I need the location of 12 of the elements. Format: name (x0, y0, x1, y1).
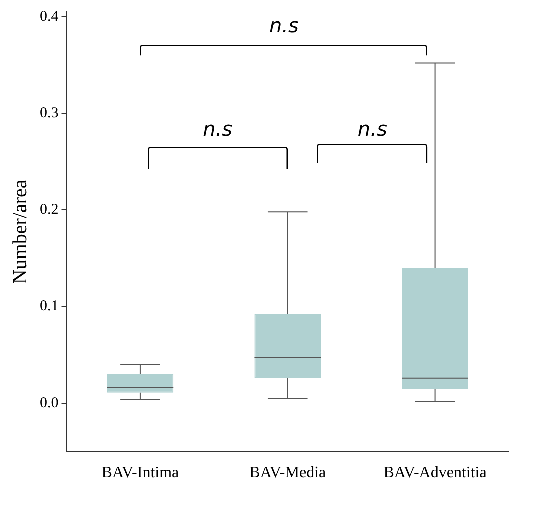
annotation: n.s (203, 116, 233, 141)
x-tick-label: BAV-Media (250, 464, 326, 482)
annotation: n.s (358, 116, 388, 141)
x-tick-label: BAV-Intima (102, 464, 180, 482)
y-axis-title: Number/area (9, 180, 32, 284)
y-tick-label: 0.0 (40, 395, 59, 412)
annotation: n.s (269, 14, 299, 38)
y-tick-label: 0.2 (40, 202, 59, 218)
y-tick-label: 0.3 (40, 105, 59, 122)
y-tick-label: 0.4 (40, 8, 60, 25)
y-tick-label: 0.1 (40, 298, 59, 315)
x-tick-label: BAV-Adventitia (384, 464, 487, 482)
